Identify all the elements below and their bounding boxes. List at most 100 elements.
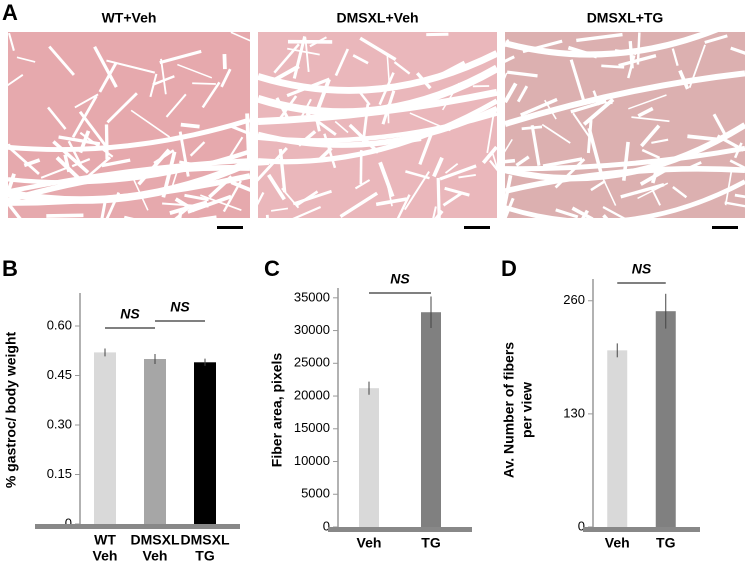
y-axis-label: Fiber area, pixels <box>269 353 285 468</box>
y-tick-label: 0.15 <box>47 466 72 481</box>
x-tick-label: Veh <box>605 535 630 551</box>
y-tick-label: 0.30 <box>47 416 72 431</box>
fiber-border <box>730 46 745 55</box>
scale-bar <box>464 226 490 229</box>
x-axis <box>328 527 472 532</box>
tissue <box>505 32 745 218</box>
x-tick-label: TG <box>656 535 676 551</box>
fiber-border <box>87 156 112 178</box>
bar <box>94 352 116 524</box>
x-tick-label: DMSXL <box>181 532 230 548</box>
fiber-border <box>378 161 395 198</box>
septum <box>505 179 745 218</box>
fiber-border <box>258 161 269 166</box>
fiber-border <box>149 73 158 98</box>
fiber-border <box>287 47 320 56</box>
fiber-border <box>230 32 250 42</box>
fiber-border <box>8 74 24 87</box>
fiber-border <box>590 179 606 192</box>
y-tick-label: 20000 <box>294 387 330 402</box>
septum <box>258 88 497 125</box>
fiber-border <box>432 206 437 218</box>
septum <box>8 158 250 204</box>
y-tick-label: 260 <box>563 292 585 307</box>
fiber-border <box>159 49 202 65</box>
fiber-border <box>334 120 349 134</box>
fiber-border <box>104 124 109 160</box>
y-tick-label: 30000 <box>294 322 330 337</box>
bar <box>607 350 628 527</box>
fiber-border <box>222 53 227 70</box>
fiber-border <box>505 82 518 104</box>
fiber-border <box>23 158 41 168</box>
annotation: NS <box>632 261 652 277</box>
fiber-border <box>458 173 476 179</box>
fiber-border <box>396 194 411 218</box>
septum <box>8 117 250 152</box>
fiber-border <box>572 112 591 138</box>
bar <box>144 359 166 524</box>
image-title: DMSXL+TG <box>587 10 664 26</box>
fiber-border <box>292 35 307 79</box>
fiber-border <box>582 98 615 126</box>
fiber-border <box>130 109 171 138</box>
fiber-border <box>184 193 209 202</box>
bar <box>194 362 216 524</box>
fiber-border <box>177 63 213 79</box>
septum <box>505 145 745 172</box>
fiber-border <box>520 97 558 117</box>
annotation: NS <box>170 299 190 315</box>
x-tick-label: Veh <box>93 548 118 564</box>
fiber-border <box>442 191 463 207</box>
fiber-border <box>8 202 22 218</box>
fiber-border <box>542 157 583 168</box>
y-tick-label: 5000 <box>301 486 330 501</box>
image-title: WT+Veh <box>102 10 157 26</box>
fiber-border <box>339 191 379 218</box>
fiber-border <box>189 141 206 157</box>
x-tick-label: WT <box>94 532 116 548</box>
fiber-border <box>8 145 40 175</box>
fiber-border <box>292 189 332 206</box>
fiber-border <box>46 213 84 218</box>
fiber-border <box>724 168 733 206</box>
fiber-border <box>71 157 91 168</box>
fiber-border <box>734 193 745 199</box>
fiber-border <box>177 209 183 218</box>
fiber-border <box>165 93 187 118</box>
fiber-border <box>354 179 371 190</box>
fiber-border <box>67 140 82 166</box>
fiber-border <box>315 78 331 113</box>
fiber-border <box>8 32 15 51</box>
fiber-border <box>486 115 495 154</box>
panel-letter: A <box>2 0 18 25</box>
septum <box>505 70 745 127</box>
fiber-border <box>106 59 156 74</box>
y-tick-label: 0 <box>323 518 330 533</box>
fiber-border <box>530 124 541 166</box>
y-tick-label: 0 <box>65 515 72 530</box>
fiber-border <box>274 64 300 82</box>
panel-letter: C <box>264 256 280 281</box>
fiber-border <box>489 159 497 172</box>
fiber-border <box>432 156 444 178</box>
fiber-border <box>222 180 242 213</box>
fiber-border <box>637 106 654 118</box>
y-axis-label: per view <box>519 382 535 438</box>
x-axis <box>35 524 240 529</box>
fiber-border <box>505 139 513 153</box>
y-tick-label: 130 <box>563 405 585 420</box>
septum <box>8 164 250 204</box>
fiber-border <box>631 116 670 123</box>
x-tick-label: Veh <box>357 535 382 551</box>
fiber-border <box>48 45 76 76</box>
fiber-border <box>601 64 625 69</box>
bar <box>421 312 441 527</box>
septum <box>505 122 745 182</box>
fiber-border <box>576 32 623 43</box>
fiber-border <box>40 166 69 179</box>
fiber-border <box>403 171 430 211</box>
fiber-border <box>174 208 188 218</box>
fiber-border <box>729 159 745 170</box>
y-tick-label: 25000 <box>294 355 330 370</box>
